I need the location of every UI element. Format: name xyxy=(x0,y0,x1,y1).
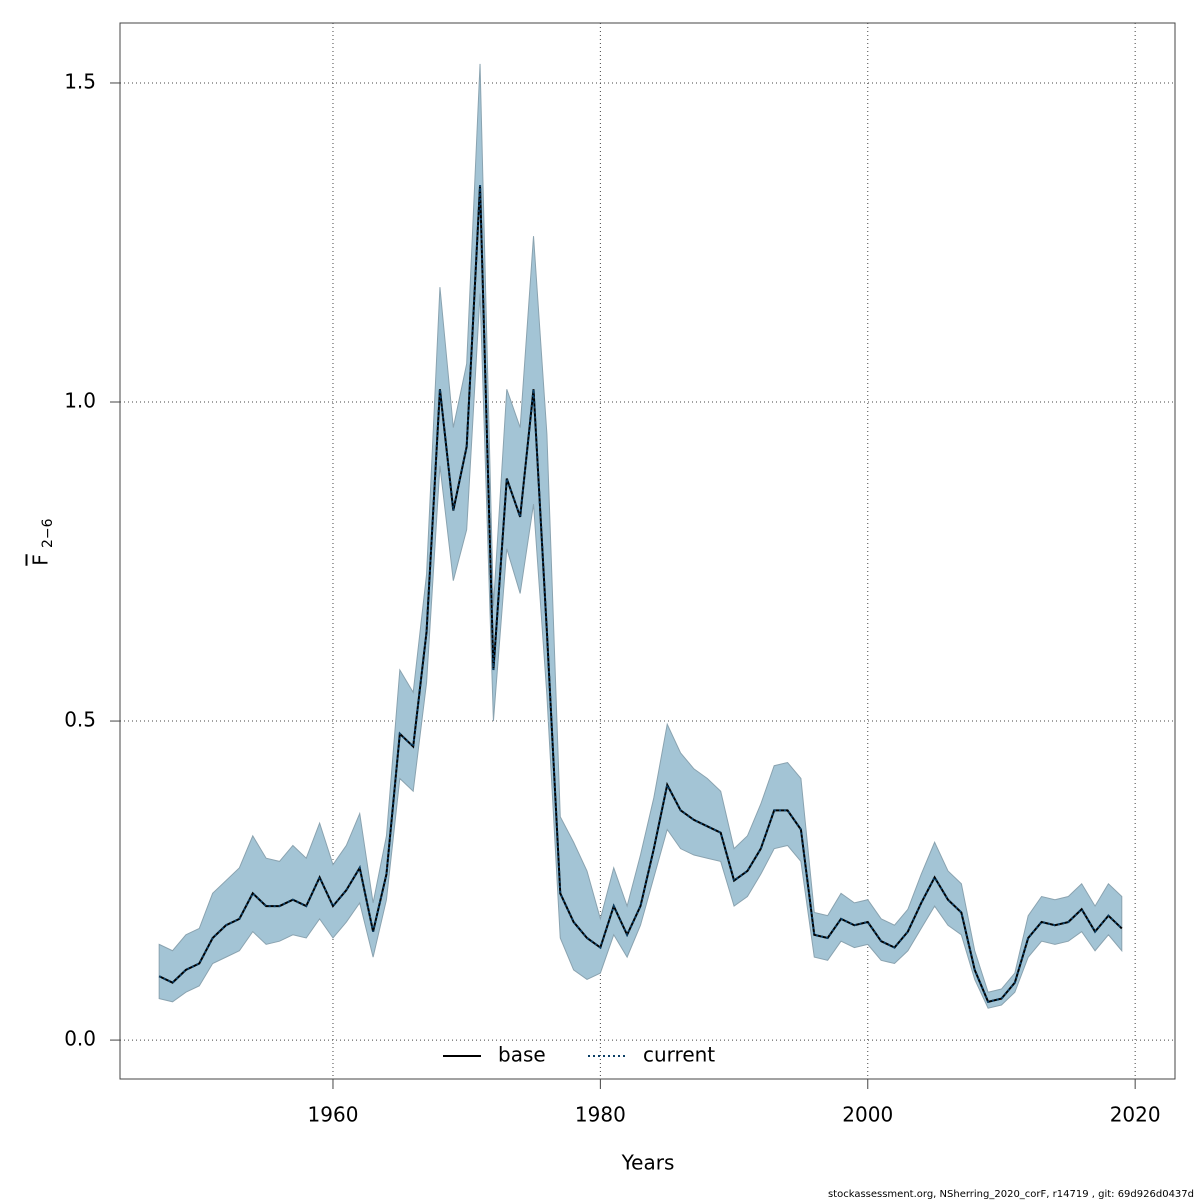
footnote: stockassessment.org, NSherring_2020_corF… xyxy=(828,1189,1194,1200)
y-tick-label: 0.5 xyxy=(64,708,96,732)
x-tick-label: 1960 xyxy=(308,1103,359,1127)
x-tick-label: 2000 xyxy=(842,1103,893,1127)
x-tick-label: 1980 xyxy=(575,1103,626,1127)
confidence-band xyxy=(158,63,1123,1009)
y-tick-label: 1.5 xyxy=(64,69,96,93)
y-tick-label: 1.0 xyxy=(64,389,96,413)
y-axis-subscript: 2−6 xyxy=(40,518,56,548)
x-axis-title: Years xyxy=(621,1151,675,1175)
y-axis-title: F 2−6 xyxy=(29,518,57,565)
legend-label: current xyxy=(643,1043,715,1067)
y-tick-label: 0.0 xyxy=(64,1027,96,1051)
series-line xyxy=(158,185,1123,1003)
plot-frame xyxy=(119,22,1176,1080)
y-axis-symbol: F xyxy=(29,554,53,566)
x-tick-label: 2020 xyxy=(1110,1103,1161,1127)
legend-label: base xyxy=(498,1043,546,1067)
